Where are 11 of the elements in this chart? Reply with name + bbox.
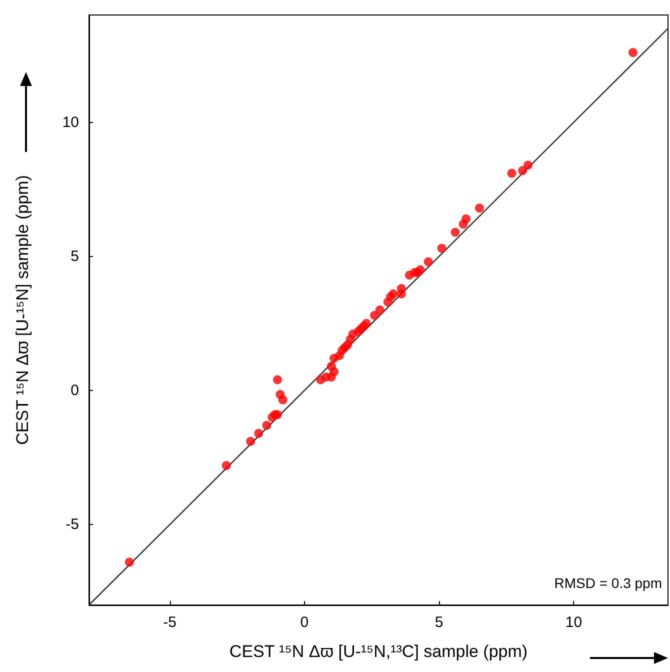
y-axis-title: CEST ¹⁵N Δϖ [U-¹⁵N] sample (ppm) [13, 175, 32, 445]
x-tick-label: 10 [565, 614, 582, 631]
x-tick-label: -5 [163, 614, 176, 631]
y-tick-label: 0 [70, 382, 79, 399]
y-tick-label: 10 [62, 114, 79, 131]
x-tick-label: 5 [434, 614, 444, 631]
annotation: RMSD = 0.3 ppm [554, 575, 662, 591]
y-tick-label: 5 [70, 248, 79, 265]
x-tick-label: 0 [300, 614, 309, 631]
y-tick-label: -5 [66, 516, 79, 534]
x-axis-title: CEST ¹⁵N Δϖ [U-¹⁵N,¹³C] sample (ppm) [229, 642, 528, 661]
